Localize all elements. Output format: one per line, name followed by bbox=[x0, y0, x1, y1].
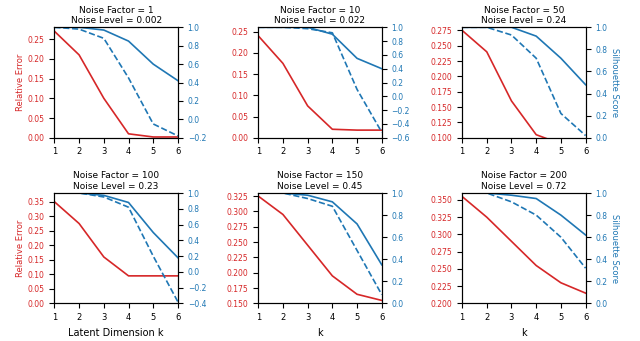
Title: Noise Factor = 150
Noise Level = 0.45: Noise Factor = 150 Noise Level = 0.45 bbox=[277, 172, 363, 191]
Y-axis label: Relative Error: Relative Error bbox=[16, 54, 25, 111]
X-axis label: Latent Dimension k: Latent Dimension k bbox=[68, 328, 164, 338]
Title: Noise Factor = 200
Noise Level = 0.72: Noise Factor = 200 Noise Level = 0.72 bbox=[481, 172, 567, 191]
Y-axis label: Silhouette Score: Silhouette Score bbox=[610, 48, 620, 117]
Title: Noise Factor = 100
Noise Level = 0.23: Noise Factor = 100 Noise Level = 0.23 bbox=[73, 172, 159, 191]
Title: Noise Factor = 1
Noise Level = 0.002: Noise Factor = 1 Noise Level = 0.002 bbox=[70, 6, 162, 25]
Y-axis label: Silhouette Score: Silhouette Score bbox=[610, 214, 620, 283]
X-axis label: k: k bbox=[317, 328, 323, 338]
X-axis label: k: k bbox=[521, 328, 527, 338]
Title: Noise Factor = 10
Noise Level = 0.022: Noise Factor = 10 Noise Level = 0.022 bbox=[275, 6, 365, 25]
Y-axis label: Relative Error: Relative Error bbox=[16, 220, 25, 277]
Title: Noise Factor = 50
Noise Level = 0.24: Noise Factor = 50 Noise Level = 0.24 bbox=[481, 6, 566, 25]
